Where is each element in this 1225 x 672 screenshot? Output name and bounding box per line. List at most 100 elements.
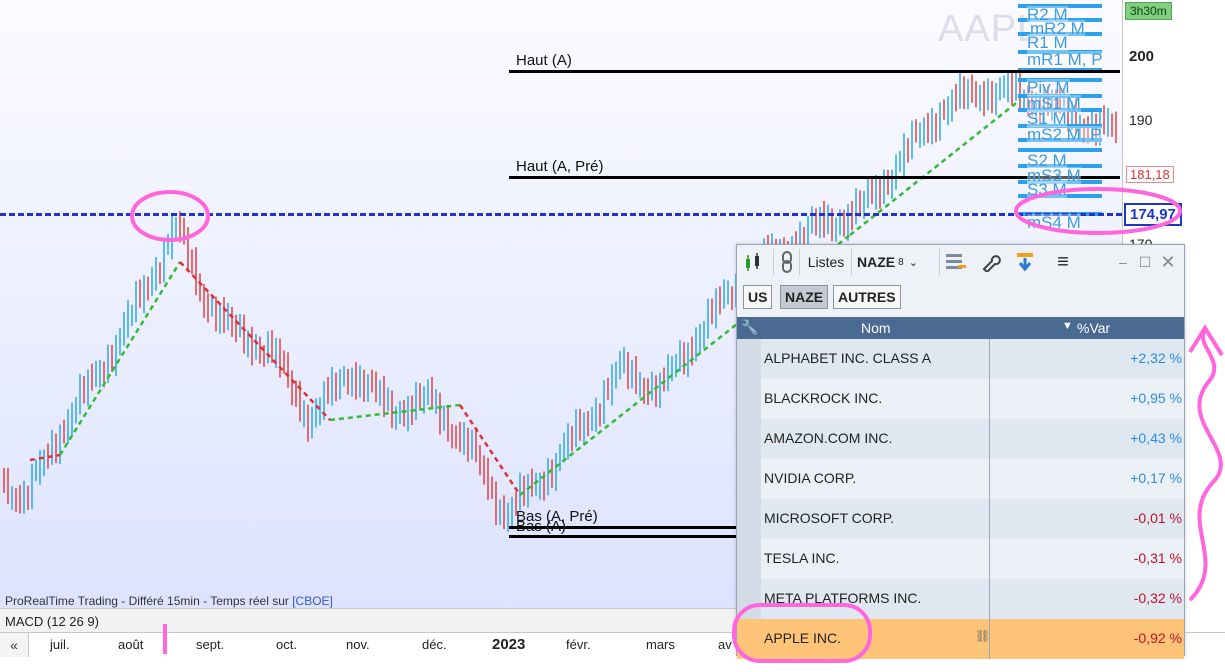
toolbar-separator <box>799 249 800 275</box>
price-tick-200: 200 <box>1129 48 1155 65</box>
row-name: NVIDIA CORP. <box>764 470 857 486</box>
watchlist-row[interactable]: ALPHABET INC. CLASS A +2,32 % <box>737 339 1184 379</box>
row-change: +0,43 % <box>1130 430 1182 446</box>
chart-watermark: AAPL <box>938 8 1040 50</box>
lists-button[interactable]: Listes <box>807 254 845 270</box>
scroll-left-button[interactable]: « <box>0 633 29 657</box>
month-label-apr: av <box>718 637 732 652</box>
sort-desc-icon[interactable]: ▼ <box>1062 320 1073 332</box>
pivot-label-r2: R2 M <box>1027 5 1068 24</box>
level-label-low-prev: Bas (A, Pré) <box>516 508 598 525</box>
row-change: -0,01 % <box>1133 510 1182 526</box>
pivot-label-r1: R1 M <box>1027 33 1068 52</box>
column-separator <box>989 379 990 419</box>
level-label-low: Bas (A) <box>516 518 567 535</box>
pivot-label-s1: S1 M <box>1027 109 1067 128</box>
menu-icon[interactable]: ≡ <box>1057 250 1069 273</box>
year-label-2023: 2023 <box>492 636 526 653</box>
row-name: APPLE INC. <box>764 630 842 646</box>
tab-naze[interactable]: NAZE <box>780 285 829 309</box>
watchlist-panel[interactable]: Listes NAZE 8 ⌄ ≡ – ☐ ✕ US NAZE AUTRES 🔧… <box>736 244 1185 659</box>
cboe-link[interactable]: [CBOE] <box>292 594 333 608</box>
watchlist-row[interactable]: BLACKROCK INC. +0,95 % <box>737 379 1184 419</box>
month-label-aug: août <box>118 637 144 652</box>
minimize-icon[interactable]: – <box>1119 254 1127 270</box>
pivot-label-ms1: mS1 M <box>1027 94 1081 113</box>
tab-autres[interactable]: AUTRES <box>833 285 901 309</box>
current-price-line[interactable] <box>0 213 1122 216</box>
pivot-label-s2: S2 M <box>1027 151 1067 170</box>
list-selector[interactable]: NAZE 8 ⌄ <box>857 249 937 275</box>
watchlist-row[interactable]: MICROSOFT CORP. -0,01 % <box>737 499 1184 539</box>
row-gutter <box>737 419 761 459</box>
month-label-nov: nov. <box>346 637 370 652</box>
list-selector-count: 8 <box>898 256 904 268</box>
trend-stop-line <box>329 403 461 422</box>
month-label-jul: juil. <box>50 637 70 652</box>
pivot-label-piv: Piv M <box>1027 78 1070 97</box>
watchlist-row[interactable]: APPLE INC. ⛓ -0,92 % <box>737 619 1184 659</box>
chevron-down-icon: ⌄ <box>908 256 918 269</box>
watchlist-row[interactable]: TESLA INC. -0,31 % <box>737 539 1184 579</box>
row-gutter <box>737 579 761 619</box>
trend-stop-line <box>179 261 331 421</box>
month-label-dec: déc. <box>422 637 447 652</box>
close-icon[interactable]: ✕ <box>1160 251 1176 272</box>
level-line-low[interactable] <box>509 535 739 538</box>
maximize-icon[interactable]: ☐ <box>1138 253 1152 270</box>
row-change: -0,32 % <box>1133 590 1182 606</box>
row-gutter <box>737 339 761 379</box>
macd-label: MACD (12 26 9) <box>5 614 99 629</box>
row-name: TESLA INC. <box>764 550 840 566</box>
level-line-high[interactable] <box>509 70 1120 73</box>
column-header-name[interactable]: Nom <box>861 320 891 336</box>
last-price-tag: 174,97 <box>1124 203 1182 226</box>
column-header-change[interactable]: %Var <box>1077 320 1111 336</box>
pivot-label-s3: S3 M <box>1027 180 1067 199</box>
trend-stop-line <box>519 234 851 496</box>
link-chain-icon[interactable] <box>777 249 797 275</box>
row-name: BLACKROCK INC. <box>764 390 883 406</box>
row-change: -0,31 % <box>1133 550 1182 566</box>
column-separator <box>989 339 990 379</box>
level-line-high-prev[interactable] <box>509 176 1120 179</box>
level-line-low-prev[interactable] <box>509 526 739 529</box>
timeframe-badge[interactable]: 3h30m <box>1125 2 1172 20</box>
row-gutter <box>737 619 761 659</box>
row-change: +2,32 % <box>1130 350 1182 366</box>
row-name: AMAZON.COM INC. <box>764 430 893 446</box>
tab-us[interactable]: US <box>743 285 773 309</box>
link-chain-icon[interactable]: ⛓ <box>975 629 991 643</box>
row-name: META PLATFORMS INC. <box>764 590 922 606</box>
pivot-label-ms3: mS3 M <box>1027 166 1081 185</box>
column-separator <box>989 619 990 659</box>
toolbar-separator <box>773 249 774 275</box>
list-selector-name: NAZE <box>857 254 896 270</box>
column-separator <box>989 579 990 619</box>
month-label-sep: sept. <box>196 637 225 652</box>
watchlist-row[interactable]: META PLATFORMS INC. -0,32 % <box>737 579 1184 619</box>
watchlist-row[interactable]: AMAZON.COM INC. +0,43 % <box>737 419 1184 459</box>
status-text: ProRealTime Trading - Différé 15min - Te… <box>5 594 333 608</box>
watchlist-row[interactable]: NVIDIA CORP. +0,17 % <box>737 459 1184 499</box>
list-edit-icon[interactable] <box>943 249 969 275</box>
row-change: +0,17 % <box>1130 470 1182 486</box>
pivot-label-ms4: mS4 M <box>1027 213 1081 232</box>
prev-close-price-tag: 181,18 <box>1126 166 1174 183</box>
column-settings-icon[interactable]: 🔧 <box>741 319 759 335</box>
watchlist-tabs: US NAZE AUTRES <box>737 279 1184 317</box>
level-label-high: Haut (A) <box>516 52 572 69</box>
row-change: +0,95 % <box>1130 390 1182 406</box>
toolbar-separator <box>939 249 940 275</box>
pivot-label-mr1: mR1 M, P <box>1027 50 1103 69</box>
price-tick-190: 190 <box>1129 112 1153 128</box>
chart-link-icon[interactable] <box>741 249 767 275</box>
status-label: ProRealTime Trading - Différé 15min - Te… <box>5 594 293 608</box>
row-gutter <box>737 379 761 419</box>
wrench-icon[interactable] <box>979 249 1003 275</box>
row-change: -0,92 % <box>1133 630 1182 646</box>
level-label-high-prev: Haut (A, Pré) <box>516 158 604 175</box>
column-separator <box>989 539 990 579</box>
pivot-label-ms2: mS2 M, P <box>1027 125 1102 144</box>
download-arrow-icon[interactable] <box>1013 249 1037 275</box>
